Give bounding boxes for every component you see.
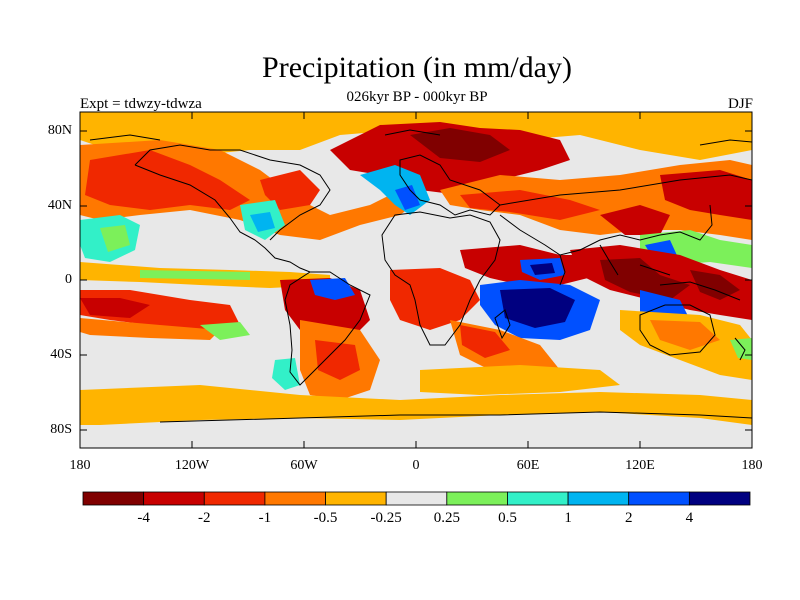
colorbar-label: -4 <box>137 510 150 526</box>
colorbar-label: 0.5 <box>498 510 517 526</box>
season-label: DJF <box>727 96 753 112</box>
lon-label-180w: 180 <box>70 458 91 473</box>
colorbar-swatch <box>82 491 145 506</box>
lon-label-60w: 60W <box>290 458 318 473</box>
colorbar-swatch <box>264 491 326 506</box>
colorbar-label: -1 <box>259 510 272 526</box>
colorbar-label: -2 <box>198 510 211 526</box>
lon-label-60e: 60E <box>517 458 540 473</box>
lat-label-40n: 40N <box>48 198 72 213</box>
axis-ticks <box>79 112 753 448</box>
coastlines <box>89 129 752 423</box>
lon-label-180e: 180 <box>742 458 763 473</box>
colorbar-label: -0.5 <box>314 510 338 526</box>
lat-label-80s: 80S <box>50 422 72 437</box>
colorbar <box>82 491 751 506</box>
map-plot-area: 80N 40N 0 40S 80S 180 120W 60W 0 60E 120… <box>48 111 763 473</box>
colorbar-swatch <box>385 491 448 506</box>
colorbar-swatch <box>628 491 690 506</box>
lat-label-0: 0 <box>65 272 72 287</box>
lon-label-120e: 120E <box>625 458 655 473</box>
lon-label-0: 0 <box>413 458 420 473</box>
colorbar-label: 2 <box>625 510 633 526</box>
colorbar-labels: -4 -2 -1 -0.5 -0.25 0.25 0.5 1 2 4 <box>137 510 693 526</box>
lat-label-40s: 40S <box>50 347 72 362</box>
colorbar-label: 0.25 <box>434 510 460 526</box>
lat-label-80n: 80N <box>48 123 72 138</box>
colorbar-label: 1 <box>564 510 572 526</box>
colorbar-swatch <box>688 491 751 506</box>
lon-label-120w: 120W <box>175 458 210 473</box>
colorbar-swatch <box>446 491 508 506</box>
chart-subtitle: 026kyr BP - 000kyr BP <box>346 89 488 105</box>
experiment-label: Expt = tdwzy-tdwza <box>80 96 202 112</box>
longitude-labels: 180 120W 60W 0 60E 120E 180 <box>70 458 763 473</box>
colorbar-swatch <box>567 491 630 506</box>
colorbar-swatch <box>507 491 569 506</box>
colorbar-swatch <box>325 491 387 506</box>
colorbar-label: -0.25 <box>371 510 402 526</box>
latitude-labels: 80N 40N 0 40S 80S <box>48 123 72 437</box>
precipitation-anomaly-fields <box>80 112 752 448</box>
chart-title: Precipitation (in mm/day) <box>262 51 572 84</box>
colorbar-label: 4 <box>686 510 694 526</box>
colorbar-swatch <box>203 491 266 506</box>
colorbar-swatch <box>143 491 205 506</box>
